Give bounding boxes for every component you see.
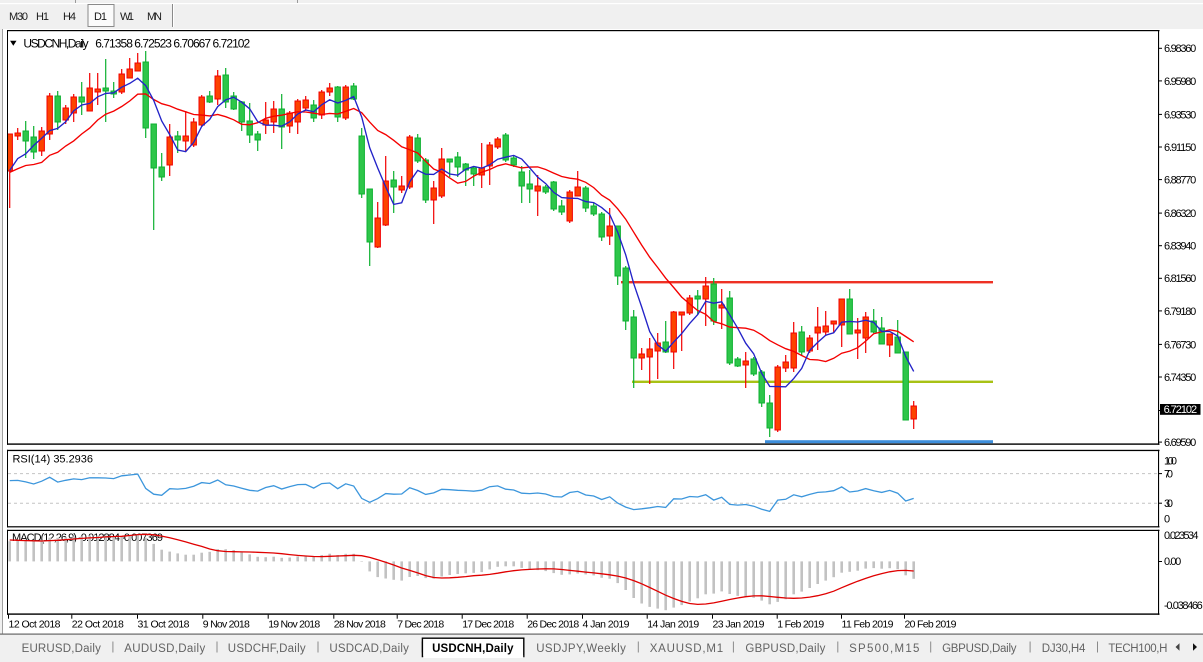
svg-text:USDCNH,Daily: USDCNH,Daily — [23, 37, 88, 51]
svg-text:6.76730: 6.76730 — [1164, 339, 1196, 351]
svg-text:19 Nov 2018: 19 Nov 2018 — [268, 618, 320, 630]
svg-text:MN: MN — [147, 11, 162, 23]
svg-text:23 Jan 2019: 23 Jan 2019 — [713, 618, 765, 630]
svg-text:EURUSD,Daily: EURUSD,Daily — [22, 643, 102, 655]
svg-text:W1: W1 — [120, 11, 134, 23]
svg-text:1 Feb 2019: 1 Feb 2019 — [777, 618, 824, 630]
svg-text:USDCAD,Daily: USDCAD,Daily — [329, 643, 409, 655]
svg-text:11 Feb 2019: 11 Feb 2019 — [842, 618, 894, 630]
svg-text:RSI(14) 35.2936: RSI(14) 35.2936 — [13, 453, 94, 465]
svg-text:6.95980: 6.95980 — [1164, 76, 1196, 88]
svg-text:6.74350: 6.74350 — [1164, 372, 1196, 384]
svg-text:M30: M30 — [9, 11, 28, 23]
svg-text:17 Dec 2018: 17 Dec 2018 — [462, 618, 514, 630]
svg-text:6.83940: 6.83940 — [1164, 241, 1196, 253]
svg-text:6.72102: 6.72102 — [1164, 404, 1198, 416]
svg-text:USDCHF,Daily: USDCHF,Daily — [228, 643, 306, 655]
svg-text:6.91150: 6.91150 — [1164, 142, 1196, 154]
svg-text:USDJPY,Weekly: USDJPY,Weekly — [536, 643, 626, 655]
svg-text:6.69590: 6.69590 — [1164, 437, 1196, 449]
svg-text:14 Jan 2019: 14 Jan 2019 — [647, 618, 699, 630]
svg-text:6.98360: 6.98360 — [1164, 43, 1196, 55]
svg-text:-0.038466: -0.038466 — [1164, 600, 1203, 612]
svg-text:30: 30 — [1164, 498, 1173, 510]
svg-text:DJ30,H4: DJ30,H4 — [1042, 643, 1086, 655]
svg-text:D1: D1 — [94, 11, 107, 23]
svg-text:SP500,M15: SP500,M15 — [849, 643, 919, 655]
svg-text:6.93530: 6.93530 — [1164, 109, 1196, 121]
svg-text:0.00: 0.00 — [1164, 556, 1181, 568]
svg-text:GBPUSD,Daily: GBPUSD,Daily — [745, 643, 825, 655]
svg-text:6.86320: 6.86320 — [1164, 208, 1196, 220]
svg-text:H4: H4 — [63, 11, 76, 23]
svg-text:31 Oct 2018: 31 Oct 2018 — [138, 618, 190, 630]
svg-text:4 Jan 2019: 4 Jan 2019 — [583, 618, 630, 630]
svg-text:6.88770: 6.88770 — [1164, 175, 1196, 187]
svg-text:70: 70 — [1164, 469, 1173, 481]
svg-text:28 Nov 2018: 28 Nov 2018 — [334, 618, 386, 630]
svg-text:9 Nov 2018: 9 Nov 2018 — [203, 618, 250, 630]
svg-text:USDCNH,Daily: USDCNH,Daily — [432, 643, 514, 655]
svg-text:AUDUSD,Daily: AUDUSD,Daily — [124, 643, 205, 655]
svg-text:GBPUSD,Daily: GBPUSD,Daily — [942, 643, 1017, 655]
svg-text:20 Feb 2019: 20 Feb 2019 — [905, 618, 957, 630]
svg-text:H1: H1 — [36, 11, 49, 23]
svg-text:7 Dec 2018: 7 Dec 2018 — [397, 618, 444, 630]
svg-text:22 Oct 2018: 22 Oct 2018 — [72, 618, 124, 630]
svg-text:6.81560: 6.81560 — [1164, 273, 1196, 285]
svg-text:100: 100 — [1164, 456, 1177, 468]
svg-text:6.71358 6.72523 6.70667 6.7210: 6.71358 6.72523 6.70667 6.72102 — [95, 37, 250, 51]
svg-text:12 Oct 2018: 12 Oct 2018 — [9, 618, 61, 630]
svg-text:6.79180: 6.79180 — [1164, 306, 1196, 318]
svg-text:0: 0 — [1164, 513, 1170, 525]
svg-text:26 Dec 2018: 26 Dec 2018 — [527, 618, 579, 630]
svg-text:XAUUSD,M1: XAUUSD,M1 — [650, 643, 723, 655]
svg-text:0.023534: 0.023534 — [1164, 530, 1199, 542]
svg-text:TECH100,H: TECH100,H — [1108, 643, 1167, 655]
